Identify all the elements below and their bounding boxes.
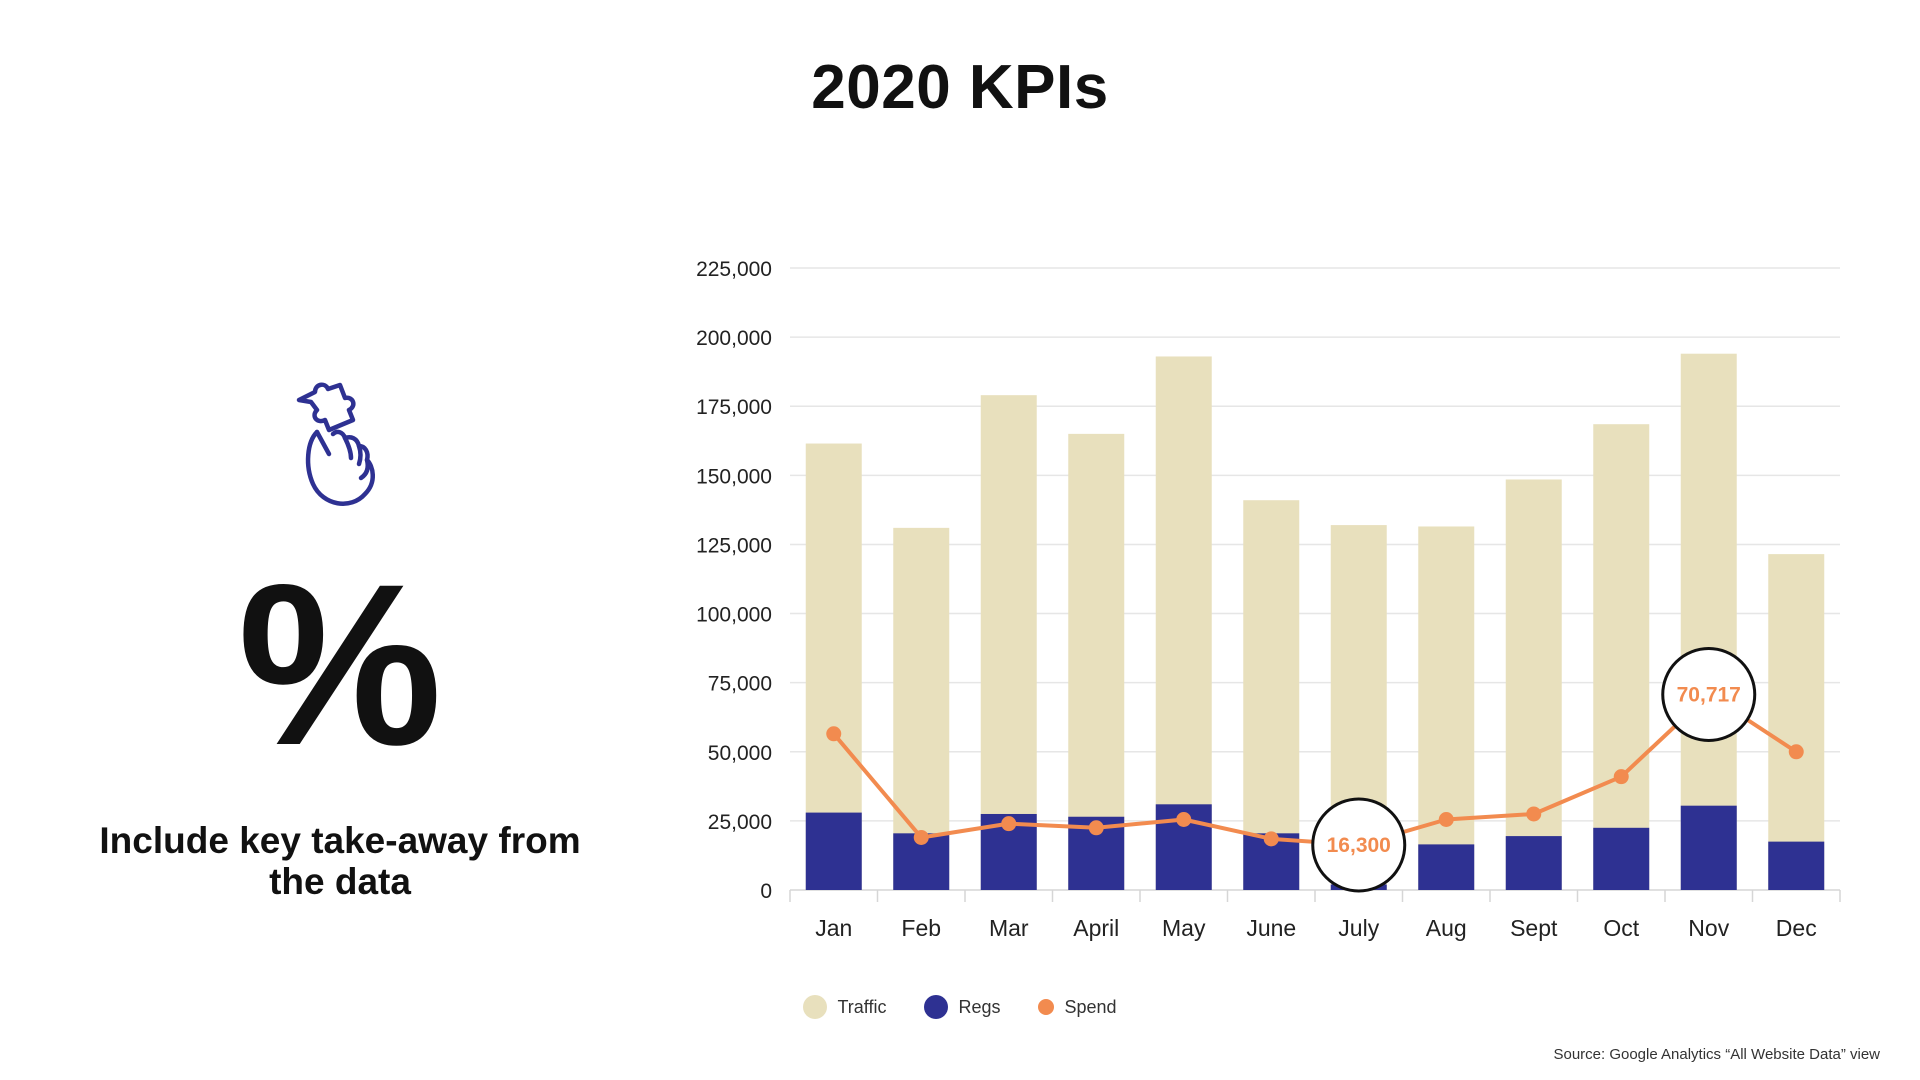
bar-traffic bbox=[1418, 526, 1475, 890]
bar-regs bbox=[1768, 841, 1825, 890]
bar-traffic bbox=[1155, 356, 1212, 890]
x-tick-label: July bbox=[1338, 915, 1379, 941]
legend-swatch-spend bbox=[1038, 999, 1055, 1015]
bar-traffic bbox=[1243, 500, 1300, 890]
x-tick-label: June bbox=[1246, 915, 1296, 941]
x-tick-label: Mar bbox=[989, 915, 1029, 941]
y-tick-label: 125,000 bbox=[696, 534, 772, 557]
spend-polyline bbox=[832, 692, 1798, 847]
legend-label-traffic: Traffic bbox=[837, 996, 887, 1017]
bar-traffic bbox=[1680, 353, 1737, 891]
spend-point bbox=[826, 726, 842, 742]
x-tick-label: May bbox=[1162, 915, 1206, 941]
x-tick-label: Sept bbox=[1510, 915, 1558, 941]
bar-regs bbox=[1418, 844, 1475, 890]
y-tick-label: 25,000 bbox=[708, 811, 772, 834]
legend-swatch-traffic bbox=[803, 995, 828, 1019]
page-title: 2020 KPIs bbox=[811, 53, 1109, 122]
y-tick-label: 225,000 bbox=[696, 258, 772, 281]
x-axis: Jan Feb Mar April May June July Aug Sept Oct Nov De… bbox=[789, 890, 1841, 941]
callout-circle bbox=[1311, 797, 1407, 893]
y-tick-label: 75,000 bbox=[708, 673, 772, 696]
x-tick-label: April bbox=[1073, 915, 1119, 941]
callout-circle bbox=[1661, 647, 1757, 743]
y-tick-label: 200,000 bbox=[696, 327, 772, 350]
spend-point bbox=[1526, 806, 1542, 822]
x-tick-label: Feb bbox=[901, 915, 941, 941]
x-tick-label: Nov bbox=[1688, 915, 1729, 941]
y-tick-label: 0 bbox=[760, 880, 772, 903]
callout-label: 70,717 bbox=[1677, 684, 1741, 707]
spend-point bbox=[913, 829, 929, 845]
bar-traffic bbox=[1505, 479, 1562, 890]
x-tick-label: Aug bbox=[1426, 915, 1467, 941]
x-tick-label: Jan bbox=[815, 915, 852, 941]
spend-point bbox=[1788, 744, 1804, 760]
callout-label: 16,300 bbox=[1327, 834, 1391, 857]
y-tick-label: 50,000 bbox=[708, 742, 772, 765]
legend-item-regs: Regs bbox=[924, 995, 1000, 1019]
spend-point bbox=[1176, 812, 1192, 828]
takeaway-panel: % Include key take-away from the data bbox=[90, 380, 590, 903]
bar-regs bbox=[1593, 827, 1650, 890]
puzzle-hand-icon bbox=[296, 382, 375, 506]
spend-point bbox=[1001, 816, 1017, 832]
source-note: Source: Google Analytics “All Website Da… bbox=[1553, 1046, 1880, 1063]
bars bbox=[805, 353, 1825, 891]
x-tick-label: Oct bbox=[1603, 915, 1639, 941]
spend-point bbox=[1263, 831, 1279, 847]
chart-legend: Traffic Regs Spend bbox=[0, 995, 1920, 1019]
y-axis: 0 25,000 50,000 75,000 100,000 125,000 150,000… bbox=[696, 258, 772, 903]
bar-regs bbox=[1505, 836, 1562, 890]
legend-swatch-regs bbox=[924, 995, 949, 1019]
x-tick-label: Dec bbox=[1776, 915, 1817, 941]
bar-traffic bbox=[1768, 554, 1825, 890]
y-tick-label: 175,000 bbox=[696, 396, 772, 419]
key-stat: % bbox=[237, 536, 443, 793]
spend-point bbox=[1438, 812, 1454, 828]
spend-point bbox=[1088, 820, 1104, 836]
callouts: 16,300 70,717 bbox=[1311, 647, 1757, 893]
legend-label-regs: Regs bbox=[958, 996, 1001, 1017]
bar-traffic bbox=[893, 527, 950, 890]
bar-regs bbox=[805, 812, 862, 890]
takeaway-text: Include key take-away from the data bbox=[99, 820, 581, 903]
spend-point bbox=[1613, 769, 1629, 785]
y-tick-label: 150,000 bbox=[696, 465, 772, 488]
legend-item-spend: Spend bbox=[1038, 995, 1117, 1019]
bar-traffic bbox=[1593, 424, 1650, 890]
legend-item-traffic: Traffic bbox=[803, 995, 886, 1019]
bar-traffic bbox=[1068, 433, 1125, 890]
y-tick-label: 100,000 bbox=[696, 604, 772, 627]
legend-label-spend: Spend bbox=[1064, 996, 1117, 1017]
bar-regs bbox=[1680, 805, 1737, 890]
bar-traffic bbox=[980, 395, 1037, 890]
